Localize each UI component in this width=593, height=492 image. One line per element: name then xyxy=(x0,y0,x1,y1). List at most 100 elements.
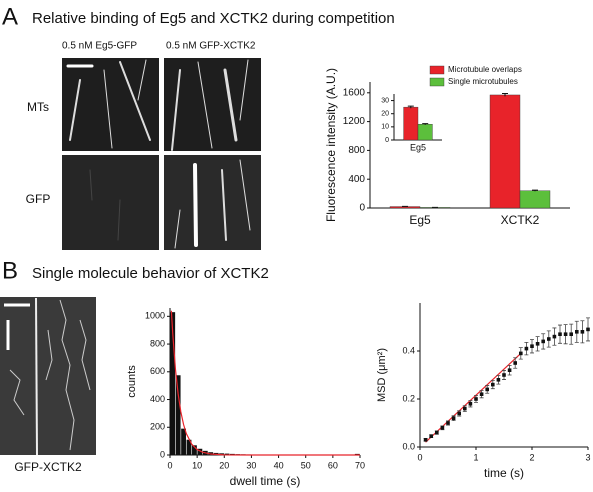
bar xyxy=(417,124,433,141)
point xyxy=(513,361,517,365)
point xyxy=(580,330,585,334)
y-axis-label: counts xyxy=(126,365,138,398)
panel-label: A xyxy=(2,3,18,30)
x-tick-label: Eg5 xyxy=(410,142,426,152)
point xyxy=(552,334,557,339)
point xyxy=(502,373,506,377)
axis-line xyxy=(169,308,360,456)
point xyxy=(524,346,529,351)
micrographs xyxy=(62,58,261,250)
point xyxy=(429,434,433,438)
x-tick-label: 30 xyxy=(246,460,256,470)
point xyxy=(479,392,484,396)
point xyxy=(457,411,461,416)
point xyxy=(474,397,478,401)
y-tick-label: 10 xyxy=(381,124,389,131)
y-tick-label: 800 xyxy=(348,145,365,156)
x-tick-label: 60 xyxy=(328,460,338,470)
point xyxy=(563,332,568,336)
y-tick-label: 20 xyxy=(381,111,389,118)
y-tick-label: 1200 xyxy=(343,116,366,127)
point xyxy=(468,402,473,406)
legend-label: Microtubule overlaps xyxy=(448,65,522,74)
point xyxy=(496,378,501,382)
point xyxy=(530,344,534,348)
point xyxy=(541,339,545,344)
error-bar xyxy=(407,105,414,109)
panel-title: Relative binding of Eg5 and XCTK2 during… xyxy=(32,10,395,27)
x-tick-label: Eg5 xyxy=(409,213,431,227)
bar xyxy=(403,106,419,141)
y-tick-label: 400 xyxy=(348,174,365,185)
point xyxy=(535,342,540,346)
histogram-bar xyxy=(170,312,176,455)
histogram-bar xyxy=(175,375,181,455)
y-tick-label: 800 xyxy=(150,338,165,348)
axis-line xyxy=(369,82,570,209)
point xyxy=(446,421,450,425)
y-tick-label: 0.2 xyxy=(402,393,415,403)
point xyxy=(519,351,523,356)
point xyxy=(463,406,467,411)
fit-curve xyxy=(170,310,360,456)
kymograph xyxy=(0,297,96,456)
y-tick-label: 1600 xyxy=(343,87,366,98)
histogram-bar xyxy=(186,439,192,455)
error-bar xyxy=(532,189,538,192)
y-tick-label: 200 xyxy=(150,422,165,432)
histogram-bar xyxy=(181,428,186,455)
x-axis-label: dwell time (s) xyxy=(230,474,301,488)
legend-label: Single microtubules xyxy=(448,77,518,86)
y-tick-label: 400 xyxy=(150,394,165,404)
x-tick-label: 10 xyxy=(192,460,202,470)
y-axis-label: Fluorescence intensity (A.U.) xyxy=(324,68,338,222)
point xyxy=(451,416,456,420)
y-tick-label: 0.0 xyxy=(402,441,415,451)
kymograph-label: GFP-XCTK2 xyxy=(14,460,82,474)
x-tick-label: XCTK2 xyxy=(501,213,540,227)
point xyxy=(435,430,439,435)
x-tick-label: 40 xyxy=(274,460,284,470)
y-tick-label: 0 xyxy=(160,449,165,459)
bar xyxy=(519,190,551,209)
x-tick-label: 0 xyxy=(167,460,172,470)
y-tick-label: 30 xyxy=(381,97,389,104)
point xyxy=(423,438,428,442)
histogram-bar xyxy=(192,445,197,455)
point xyxy=(569,332,573,336)
point xyxy=(507,368,512,372)
histogram-bar xyxy=(197,448,203,455)
point xyxy=(547,337,551,341)
bar xyxy=(489,94,521,209)
y-tick-label: 600 xyxy=(150,366,165,376)
x-axis-label: time (s) xyxy=(484,466,524,480)
y-axis-label: MSD (μm²) xyxy=(376,348,388,402)
row-label: GFP xyxy=(26,192,51,206)
legend-swatch xyxy=(429,77,445,87)
y-tick-label: 0 xyxy=(385,137,389,144)
y-tick-label: 0 xyxy=(359,203,365,214)
x-tick-label: 50 xyxy=(301,460,311,470)
x-tick-label: 20 xyxy=(219,460,229,470)
point xyxy=(558,332,562,336)
x-tick-label: 3 xyxy=(585,452,590,462)
point xyxy=(586,327,590,332)
point xyxy=(485,387,489,392)
fit-line xyxy=(425,352,522,443)
legend-swatch xyxy=(429,65,445,75)
panel-label: B xyxy=(2,257,18,284)
column-label: 0.5 nM Eg5-GFP xyxy=(62,41,137,52)
error-bar xyxy=(502,93,508,97)
row-label: MTs xyxy=(27,100,49,114)
x-tick-label: 1 xyxy=(473,452,478,462)
x-tick-label: 70 xyxy=(355,460,365,470)
column-label: 0.5 nM GFP-XCTK2 xyxy=(166,41,256,52)
y-tick-label: 1000 xyxy=(145,311,165,321)
error-bar xyxy=(422,123,429,125)
x-tick-label: 0 xyxy=(417,452,422,462)
point xyxy=(491,382,495,387)
x-tick-label: 2 xyxy=(529,452,534,462)
y-tick-label: 0.4 xyxy=(402,345,415,355)
point xyxy=(440,426,445,430)
